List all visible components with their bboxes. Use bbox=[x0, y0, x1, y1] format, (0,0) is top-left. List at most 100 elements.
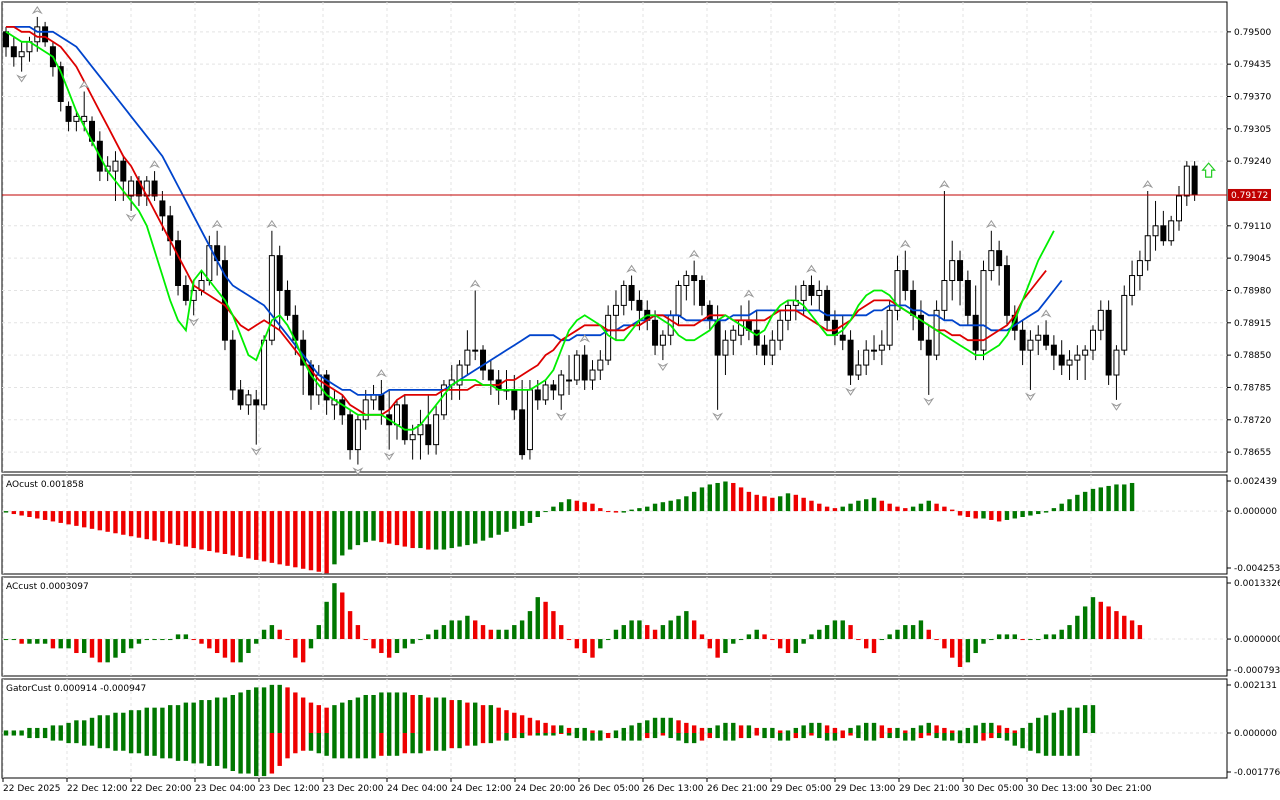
candle[interactable] bbox=[1121, 285, 1128, 356]
candle[interactable] bbox=[659, 330, 666, 361]
candle[interactable] bbox=[10, 36, 17, 67]
candle[interactable] bbox=[1019, 320, 1026, 366]
price-pane[interactable] bbox=[2, 6, 1227, 476]
candle[interactable] bbox=[362, 389, 369, 430]
candle[interactable] bbox=[1050, 335, 1057, 371]
candle[interactable] bbox=[487, 360, 494, 395]
candle[interactable] bbox=[245, 389, 252, 415]
candle[interactable] bbox=[761, 335, 768, 366]
candle[interactable] bbox=[902, 250, 909, 301]
candle[interactable] bbox=[581, 345, 588, 390]
candle[interactable] bbox=[1089, 325, 1096, 361]
candle[interactable] bbox=[542, 379, 549, 405]
candle[interactable] bbox=[1183, 161, 1190, 206]
candle[interactable] bbox=[73, 111, 80, 132]
candle[interactable] bbox=[597, 350, 604, 380]
candle[interactable] bbox=[691, 260, 698, 306]
candle[interactable] bbox=[996, 240, 1003, 286]
candle[interactable] bbox=[925, 325, 932, 395]
candle[interactable] bbox=[683, 270, 690, 301]
candle[interactable] bbox=[65, 101, 72, 132]
candle[interactable] bbox=[1003, 255, 1010, 326]
candle[interactable] bbox=[526, 379, 533, 460]
candle[interactable] bbox=[855, 350, 862, 380]
candle[interactable] bbox=[472, 290, 479, 361]
candle[interactable] bbox=[808, 275, 815, 306]
candle[interactable] bbox=[957, 250, 964, 306]
candle[interactable] bbox=[550, 379, 557, 400]
candle[interactable] bbox=[769, 330, 776, 366]
candle[interactable] bbox=[1168, 215, 1175, 246]
candle[interactable] bbox=[573, 350, 580, 385]
candle[interactable] bbox=[785, 300, 791, 331]
candle[interactable] bbox=[1152, 200, 1159, 251]
candle[interactable] bbox=[980, 260, 987, 361]
candle[interactable] bbox=[128, 176, 135, 211]
candle[interactable] bbox=[42, 21, 49, 47]
candle[interactable] bbox=[824, 285, 831, 331]
candle[interactable] bbox=[354, 414, 361, 465]
candle[interactable] bbox=[112, 151, 119, 201]
candle[interactable] bbox=[425, 394, 432, 455]
candle[interactable] bbox=[1074, 345, 1081, 380]
candle[interactable] bbox=[620, 280, 627, 316]
candle[interactable] bbox=[964, 270, 971, 326]
candle[interactable] bbox=[1105, 300, 1112, 385]
candle[interactable] bbox=[972, 285, 979, 361]
candle[interactable] bbox=[871, 335, 878, 361]
candle[interactable] bbox=[722, 330, 729, 376]
candle[interactable] bbox=[988, 230, 995, 281]
candle[interactable] bbox=[698, 275, 705, 316]
candle[interactable] bbox=[237, 379, 244, 410]
candle[interactable] bbox=[1160, 210, 1167, 246]
candle[interactable] bbox=[1176, 186, 1182, 231]
candle[interactable] bbox=[182, 275, 189, 306]
candle[interactable] bbox=[1035, 325, 1042, 356]
candle[interactable] bbox=[863, 340, 870, 376]
candle[interactable] bbox=[612, 290, 619, 341]
candle[interactable] bbox=[18, 41, 25, 72]
candle[interactable] bbox=[1043, 320, 1050, 351]
candle[interactable] bbox=[1113, 345, 1120, 400]
candle[interactable] bbox=[1144, 190, 1151, 271]
candle[interactable] bbox=[1027, 330, 1034, 390]
candle[interactable] bbox=[589, 360, 596, 390]
candle[interactable] bbox=[401, 394, 408, 445]
candle[interactable] bbox=[941, 190, 948, 321]
candle[interactable] bbox=[839, 315, 846, 351]
candle[interactable] bbox=[949, 240, 956, 301]
candle[interactable] bbox=[566, 355, 573, 395]
candle[interactable] bbox=[730, 325, 737, 356]
candle[interactable] bbox=[253, 389, 260, 445]
candle[interactable] bbox=[229, 330, 236, 400]
candle[interactable] bbox=[1058, 340, 1065, 376]
ao-pane[interactable] bbox=[2, 481, 1227, 574]
candle[interactable] bbox=[1066, 350, 1073, 380]
candle[interactable] bbox=[777, 310, 784, 351]
candle[interactable] bbox=[440, 379, 447, 420]
candle[interactable] bbox=[894, 255, 901, 321]
candle[interactable] bbox=[1136, 250, 1143, 291]
candle[interactable] bbox=[917, 300, 924, 351]
candle[interactable] bbox=[1129, 260, 1136, 306]
candle[interactable] bbox=[464, 330, 471, 376]
candle[interactable] bbox=[652, 310, 659, 356]
ac-pane[interactable] bbox=[2, 583, 1227, 667]
candle[interactable] bbox=[175, 230, 182, 296]
candle[interactable] bbox=[519, 379, 526, 460]
candle[interactable] bbox=[628, 275, 635, 311]
candle[interactable] bbox=[1082, 345, 1089, 380]
candle[interactable] bbox=[636, 290, 643, 331]
candle[interactable] bbox=[558, 370, 565, 410]
candle[interactable] bbox=[886, 300, 893, 351]
candle[interactable] bbox=[753, 310, 760, 356]
candle[interactable] bbox=[878, 330, 885, 366]
candle[interactable] bbox=[480, 345, 487, 380]
candle[interactable] bbox=[1097, 300, 1104, 341]
candle[interactable] bbox=[284, 280, 291, 321]
candle[interactable] bbox=[847, 330, 854, 385]
candle[interactable] bbox=[433, 404, 440, 455]
candle[interactable] bbox=[120, 156, 127, 201]
candle[interactable] bbox=[347, 409, 354, 460]
candle[interactable] bbox=[816, 280, 823, 311]
